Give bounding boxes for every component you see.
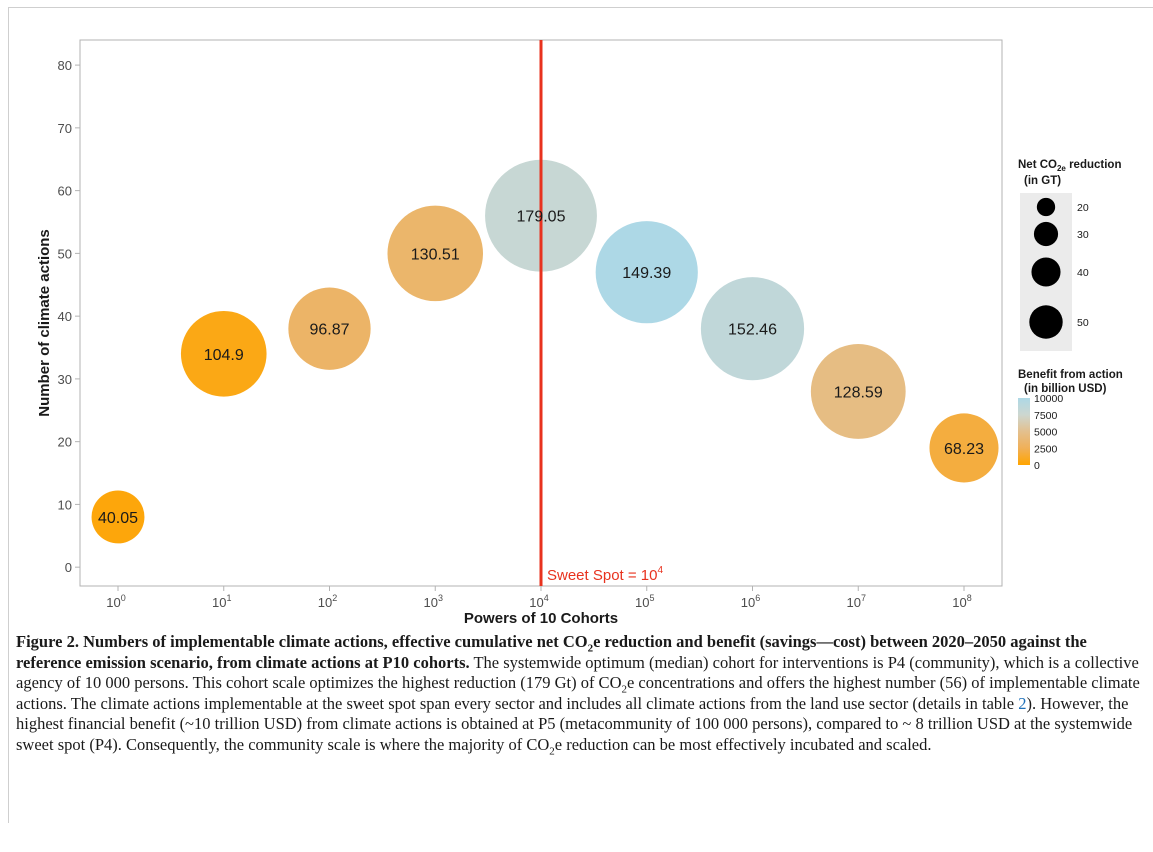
sweet-spot-label: Sweet Spot = 104: [547, 565, 664, 584]
bubble-label: 179.05: [517, 209, 566, 226]
caption-text-a: The systemwide optimum (median) cohort f…: [16, 652, 1139, 693]
color-legend-title: Benefit from action: [1018, 369, 1123, 381]
x-tick-label: 108: [952, 593, 971, 610]
table-reference-link[interactable]: 2: [1018, 693, 1027, 713]
y-tick-label: 40: [58, 309, 72, 324]
size-legend-title: Net CO2e reduction: [1018, 159, 1121, 173]
bubble: [288, 287, 371, 370]
bubble: [929, 413, 999, 483]
size-legend-label: 50: [1077, 317, 1089, 329]
x-tick-label: 105: [635, 593, 654, 610]
y-tick-label: 0: [65, 560, 72, 575]
color-legend-label: 0: [1034, 460, 1040, 472]
y-tick-label: 80: [58, 58, 72, 73]
figure-caption: Figure 2. Numbers of implementable clima…: [16, 632, 1141, 758]
figure-frame-left: [8, 7, 9, 823]
y-tick-label: 70: [58, 121, 72, 136]
bubble: [810, 344, 906, 439]
bubble: [387, 205, 484, 302]
y-axis-title: Number of climate actions: [36, 229, 53, 417]
x-tick-label: 104: [529, 593, 548, 610]
x-tick-label: 106: [741, 593, 760, 610]
figure-frame-top: [8, 7, 1153, 8]
size-legend-circle: [1031, 257, 1061, 287]
color-legend-subtitle: (in billion USD): [1024, 383, 1107, 395]
x-tick-label: 103: [424, 593, 443, 610]
caption-subscript-2: 2: [621, 683, 627, 696]
bubble-label: 152.46: [728, 322, 777, 339]
bubble-chart: 0 10 20 30 40 50 60 70 80 100 101 102 103 104 105 106 10…: [36, 39, 1123, 625]
bubble-label: 40.05: [98, 510, 138, 527]
caption-subscript-3: 2: [549, 745, 555, 758]
size-legend-label: 30: [1077, 229, 1089, 241]
x-tick-label: 101: [212, 593, 231, 610]
caption-title-part-b: e reduction and benefit (savings—cost) b…: [16, 632, 1087, 672]
size-legend-circle: [1036, 197, 1056, 217]
color-legend-label: 5000: [1034, 427, 1058, 439]
caption-title-part-a: Figure 2. Numbers of implementable clima…: [16, 632, 588, 651]
color-legend-bar: [1018, 398, 1030, 465]
color-legend-label: 2500: [1034, 443, 1058, 455]
caption-text-c: ). However, the highest financial benefi…: [16, 693, 1133, 754]
y-tick-label: 30: [58, 372, 72, 387]
size-legend-label: 40: [1077, 267, 1089, 279]
size-legend-subtitle: (in GT): [1024, 175, 1061, 187]
size-legend-label: 20: [1077, 202, 1089, 214]
y-tick-label: 50: [58, 246, 72, 261]
x-tick-label: 107: [847, 593, 866, 610]
caption-title: Figure 2. Numbers of implementable clima…: [16, 632, 1087, 672]
caption-text-d: e reduction can be most effectively incu…: [554, 734, 932, 754]
bubble-label: 149.39: [622, 265, 671, 282]
bubble: [91, 490, 145, 544]
color-legend-label: 10000: [1034, 393, 1063, 405]
caption-text-b: e concentrations and offers the highest …: [16, 673, 1140, 713]
x-tick-label: 100: [106, 593, 125, 610]
y-tick-label: 60: [58, 184, 72, 199]
size-legend-circle: [1029, 305, 1063, 339]
bubble-label: 96.87: [309, 322, 349, 339]
bubble: [595, 221, 698, 324]
color-legend-label: 7500: [1034, 410, 1058, 422]
bubble: [180, 310, 267, 397]
caption-title-subscript: 2: [587, 642, 594, 655]
bubble-label: 130.51: [411, 246, 460, 263]
bubble-label: 128.59: [834, 384, 883, 401]
y-tick-label: 20: [58, 435, 72, 450]
size-legend-circle: [1033, 221, 1059, 247]
bubble-label: 68.23: [944, 441, 984, 458]
x-tick-label: 102: [318, 593, 337, 610]
bubble: [700, 277, 805, 381]
y-tick-label: 10: [58, 497, 72, 512]
bubble-label: 104.9: [204, 347, 244, 364]
x-axis-title: Powers of 10 Cohorts: [464, 610, 618, 625]
